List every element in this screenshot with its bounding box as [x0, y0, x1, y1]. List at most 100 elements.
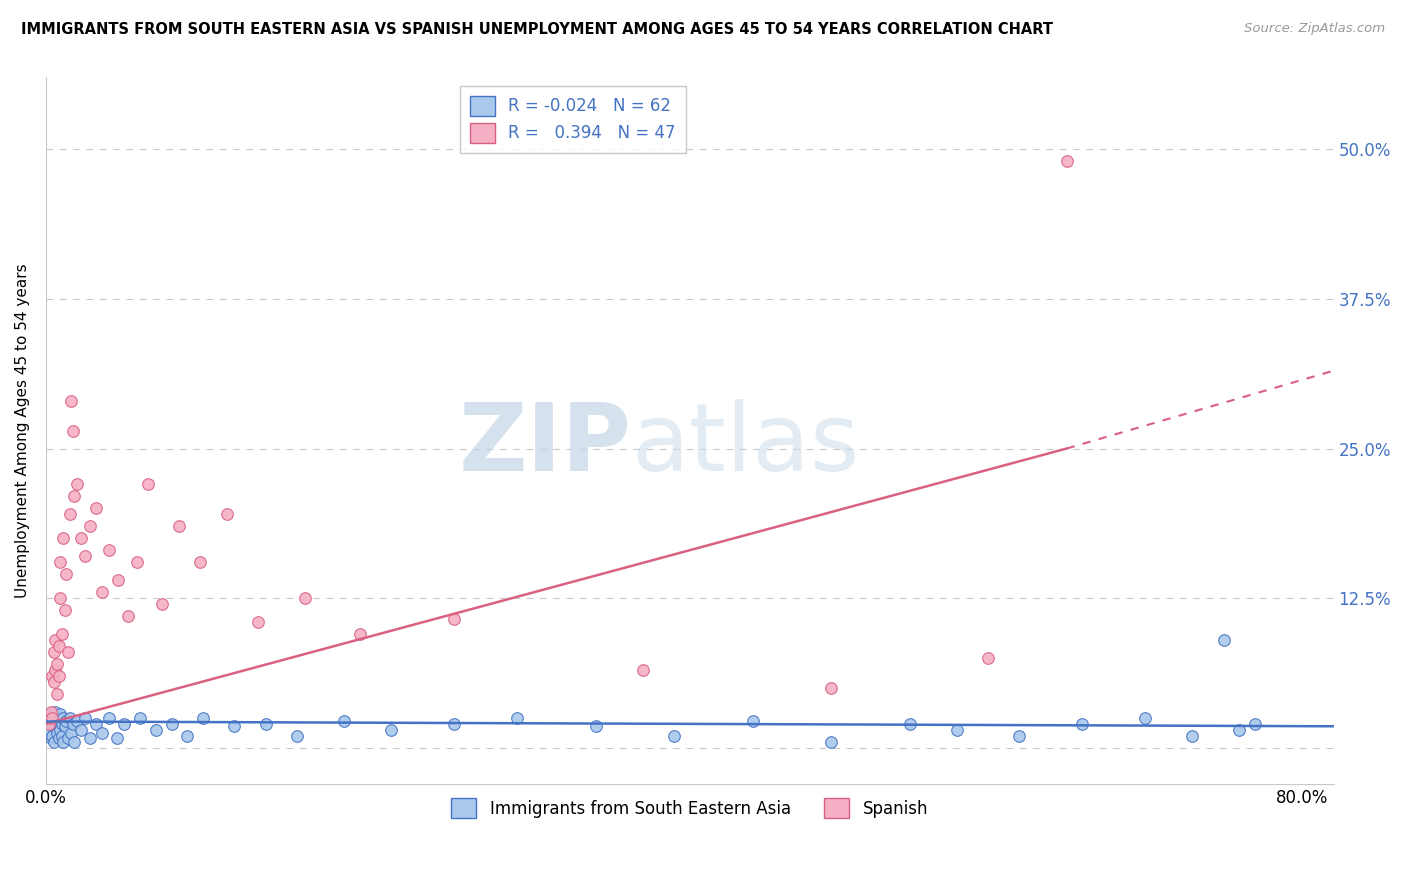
- Point: [66, 477, 89, 491]
- Point: [38, 717, 60, 731]
- Point: [1244, 717, 1267, 731]
- Point: [1133, 711, 1156, 725]
- Point: [84, 501, 107, 516]
- Point: [294, 591, 316, 606]
- Point: [506, 711, 529, 725]
- Point: [69, 723, 91, 737]
- Point: [53, 719, 76, 733]
- Point: [63, 490, 86, 504]
- Point: [49, 591, 72, 606]
- Point: [176, 729, 198, 743]
- Point: [60, 393, 83, 408]
- Point: [44, 633, 66, 648]
- Point: [129, 711, 152, 725]
- Point: [91, 585, 114, 599]
- Point: [145, 723, 167, 737]
- Point: [285, 729, 308, 743]
- Point: [62, 717, 84, 731]
- Point: [662, 729, 685, 743]
- Point: [41, 729, 63, 743]
- Point: [39, 731, 62, 746]
- Point: [169, 519, 191, 533]
- Point: [51, 627, 73, 641]
- Point: [48, 731, 70, 746]
- Text: Source: ZipAtlas.com: Source: ZipAtlas.com: [1244, 22, 1385, 36]
- Point: [48, 711, 70, 725]
- Point: [44, 705, 66, 719]
- Point: [224, 719, 246, 733]
- Point: [52, 532, 75, 546]
- Point: [42, 675, 65, 690]
- Text: IMMIGRANTS FROM SOUTH EASTERN ASIA VS SPANISH UNEMPLOYMENT AMONG AGES 45 TO 54 Y: IMMIGRANTS FROM SOUTH EASTERN ASIA VS SP…: [21, 22, 1053, 37]
- Point: [62, 424, 84, 438]
- Point: [55, 714, 77, 729]
- Point: [49, 723, 72, 737]
- Point: [44, 663, 66, 677]
- Point: [820, 735, 842, 749]
- Point: [215, 508, 238, 522]
- Point: [977, 651, 1000, 665]
- Point: [1008, 729, 1031, 743]
- Point: [1227, 723, 1250, 737]
- Point: [191, 711, 214, 725]
- Point: [79, 731, 101, 746]
- Point: [333, 714, 356, 729]
- Point: [60, 726, 83, 740]
- Text: ZIP: ZIP: [458, 399, 631, 491]
- Point: [188, 555, 211, 569]
- Point: [75, 711, 97, 725]
- Point: [48, 639, 70, 653]
- Point: [53, 603, 76, 617]
- Point: [39, 707, 62, 722]
- Point: [945, 723, 967, 737]
- Point: [741, 714, 763, 729]
- Point: [97, 543, 120, 558]
- Point: [52, 735, 75, 749]
- Point: [46, 714, 69, 729]
- Point: [79, 519, 101, 533]
- Point: [37, 719, 59, 733]
- Point: [105, 731, 128, 746]
- Point: [58, 711, 80, 725]
- Point: [46, 657, 69, 671]
- Point: [41, 717, 63, 731]
- Point: [898, 717, 921, 731]
- Point: [246, 615, 269, 629]
- Point: [91, 726, 114, 740]
- Point: [1071, 717, 1094, 731]
- Y-axis label: Unemployment Among Ages 45 to 54 years: Unemployment Among Ages 45 to 54 years: [15, 263, 30, 598]
- Point: [41, 669, 63, 683]
- Point: [49, 707, 72, 722]
- Point: [52, 711, 75, 725]
- Point: [631, 663, 654, 677]
- Point: [46, 687, 69, 701]
- Point: [66, 714, 89, 729]
- Point: [585, 719, 607, 733]
- Point: [1056, 154, 1078, 169]
- Legend: Immigrants from South Eastern Asia, Spanish: Immigrants from South Eastern Asia, Span…: [444, 791, 935, 825]
- Point: [56, 731, 79, 746]
- Point: [42, 645, 65, 659]
- Point: [114, 717, 136, 731]
- Point: [63, 735, 86, 749]
- Point: [97, 711, 120, 725]
- Point: [136, 477, 159, 491]
- Point: [51, 729, 73, 743]
- Point: [37, 711, 59, 725]
- Point: [820, 681, 842, 695]
- Point: [41, 711, 63, 725]
- Point: [69, 532, 91, 546]
- Point: [1181, 729, 1204, 743]
- Point: [55, 567, 77, 582]
- Text: atlas: atlas: [631, 399, 860, 491]
- Point: [42, 735, 65, 749]
- Point: [349, 627, 371, 641]
- Point: [150, 597, 173, 611]
- Point: [117, 609, 139, 624]
- Point: [56, 645, 79, 659]
- Point: [125, 555, 148, 569]
- Point: [38, 726, 60, 740]
- Point: [443, 611, 465, 625]
- Point: [107, 573, 129, 587]
- Point: [254, 717, 277, 731]
